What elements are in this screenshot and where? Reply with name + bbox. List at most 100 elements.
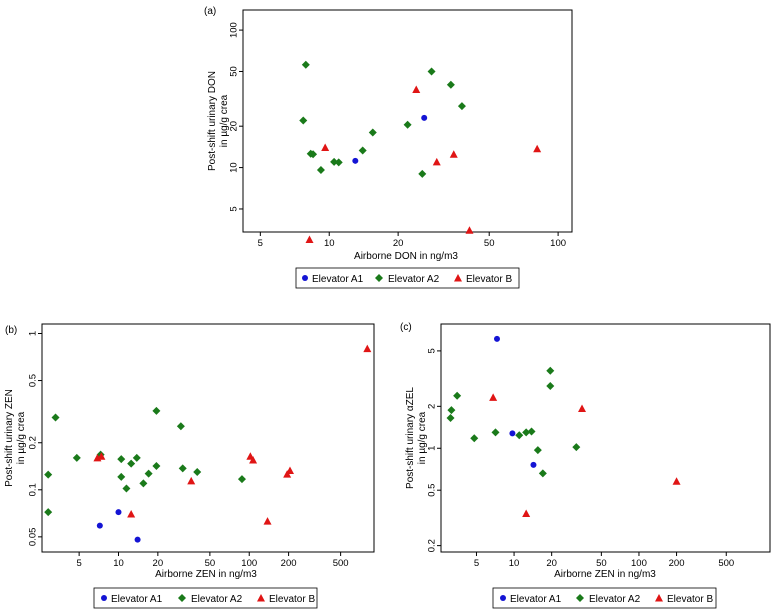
point-b-circle-2 <box>134 536 141 543</box>
legend-b: Elevator A1 Elevator A2 Elevator B <box>93 587 318 609</box>
ticks-a: 5 10 20 50 100 5 10 20 50 100 <box>229 22 567 249</box>
x-axis-label-c: Airborne ZEN in ng/m3 <box>554 569 656 580</box>
x-tick-label-b-2: 20 <box>153 558 164 569</box>
point-c-diamond-3 <box>470 434 479 443</box>
legend-marker-a1-c <box>500 595 506 601</box>
y-axis-label-c-line1: Post-shift urinary αZEL <box>405 387 416 489</box>
point-b-triangle-6 <box>263 517 272 525</box>
point-c-triangle-1 <box>522 509 531 518</box>
point-a-diamond-1 <box>299 116 308 125</box>
y-tick-label-c-3: 2 <box>427 404 438 409</box>
point-c-triangle-3 <box>672 477 681 485</box>
point-b-diamond-9 <box>132 453 141 462</box>
legend-frame-c <box>492 587 717 609</box>
panel-a: (a) 5 10 20 50 100 5 10 20 50 100 Airborne DON in… <box>204 6 573 289</box>
y-tick-label-c-1: 0.5 <box>427 484 438 497</box>
legend-marker-a2-a <box>375 274 383 282</box>
x-tick-label-a-2: 20 <box>393 238 404 249</box>
x-tick-label-b-5: 200 <box>281 558 297 569</box>
y-tick-label-a-4: 100 <box>229 22 240 38</box>
point-a-triangle-1 <box>321 143 330 151</box>
x-tick-label-c-6: 500 <box>718 558 734 569</box>
legend-marker-a1-b <box>101 595 107 601</box>
panel-label-b: (b) <box>5 325 17 336</box>
point-c-diamond-2 <box>453 391 462 400</box>
point-c-diamond-12 <box>572 443 581 452</box>
legend-marker-b-b <box>257 594 265 602</box>
legend-marker-a2-c <box>576 594 584 602</box>
x-tick-label-c-1: 10 <box>509 558 520 569</box>
y-tick-label-b-3: 0.5 <box>28 374 39 387</box>
point-a-diamond-8 <box>368 128 377 137</box>
legend-marker-a1-a <box>302 275 308 281</box>
point-c-diamond-6 <box>522 428 531 437</box>
point-a-diamond-13 <box>457 102 466 111</box>
legend-label-a2-c: Elevator A2 <box>589 594 641 605</box>
point-a-triangle-2 <box>412 85 421 93</box>
point-c-diamond-1 <box>447 406 456 415</box>
point-a-diamond-11 <box>427 67 436 76</box>
point-b-triangle-3 <box>187 476 196 485</box>
legend-a: Elevator A1 Elevator A2 Elevator B <box>295 267 520 289</box>
point-c-triangle-0 <box>489 393 498 401</box>
point-a-diamond-0 <box>301 60 310 69</box>
legend-label-a2-a: Elevator A2 <box>388 274 440 285</box>
x-tick-label-c-5: 200 <box>669 558 685 569</box>
legend-label-a1-a: Elevator A1 <box>312 274 364 285</box>
y-tick-label-c-4: 5 <box>427 348 438 353</box>
y-tick-label-b-2: 0.2 <box>28 436 39 449</box>
x-tick-label-c-4: 100 <box>631 558 647 569</box>
y-axis-label-c: Post-shift urinary αZEL in µg/g crea <box>405 387 428 489</box>
point-b-diamond-14 <box>176 422 185 431</box>
x-tick-label-c-3: 50 <box>596 558 607 569</box>
point-b-diamond-3 <box>72 453 81 462</box>
point-a-diamond-3 <box>309 150 318 159</box>
panel-label-c: (c) <box>400 322 412 333</box>
y-axis-label-b: Post-shift urinary ZEN in µg/g crea <box>4 389 27 487</box>
marks-a <box>299 60 542 243</box>
x-tick-label-b-4: 100 <box>241 558 257 569</box>
point-b-diamond-8 <box>127 459 136 468</box>
legend-marker-b-a <box>454 274 462 282</box>
y-tick-label-a-1: 10 <box>229 162 240 173</box>
point-c-diamond-8 <box>533 446 542 455</box>
point-b-triangle-8 <box>285 466 294 474</box>
point-c-circle-0 <box>493 335 500 342</box>
y-tick-label-a-2: 20 <box>229 121 240 132</box>
ticks-c: 5 10 20 50 100 200 500 0.2 0.5 1 2 5 <box>427 348 735 569</box>
point-a-circle-0 <box>352 157 359 164</box>
x-tick-label-a-1: 10 <box>324 238 335 249</box>
y-axis-label-b-line1: Post-shift urinary ZEN <box>4 389 15 487</box>
point-a-diamond-6 <box>334 158 343 167</box>
y-tick-label-c-2: 1 <box>427 446 438 451</box>
point-c-diamond-7 <box>527 427 536 436</box>
point-c-diamond-11 <box>546 381 555 390</box>
panel-label-a: (a) <box>204 6 216 17</box>
plot-frame-c <box>440 323 771 553</box>
point-a-triangle-0 <box>305 235 314 243</box>
y-tick-label-a-3: 50 <box>229 66 240 77</box>
x-tick-label-c-0: 5 <box>474 558 479 569</box>
point-a-diamond-9 <box>403 120 412 129</box>
point-a-diamond-10 <box>418 169 427 178</box>
point-b-triangle-5 <box>249 456 258 464</box>
y-tick-label-b-0: 0.05 <box>28 528 39 547</box>
point-c-diamond-4 <box>491 428 500 437</box>
x-tick-label-a-4: 100 <box>550 238 566 249</box>
point-b-diamond-7 <box>122 484 131 493</box>
legend-marker-b-c <box>655 594 663 602</box>
point-b-diamond-6 <box>117 472 126 481</box>
point-a-triangle-5 <box>465 226 474 234</box>
panel-b: (b) 5 10 20 50 100 200 500 0.05 0.1 0.2 0.5 1 Airbo… <box>4 323 375 609</box>
point-c-triangle-2 <box>578 404 587 412</box>
y-tick-label-b-1: 0.1 <box>28 483 39 496</box>
marks-c <box>446 335 681 518</box>
point-a-diamond-4 <box>316 166 325 175</box>
point-a-circle-1 <box>421 114 428 121</box>
point-c-diamond-9 <box>538 469 547 478</box>
point-b-diamond-12 <box>152 461 161 470</box>
legend-label-a2-b: Elevator A2 <box>191 594 243 605</box>
point-a-diamond-12 <box>446 80 455 89</box>
point-b-diamond-11 <box>144 469 153 478</box>
x-tick-label-c-2: 20 <box>546 558 557 569</box>
